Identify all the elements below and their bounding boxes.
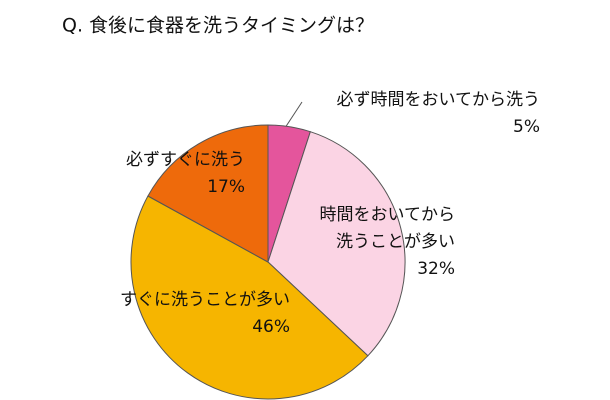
pie-slice <box>130 195 369 400</box>
label-line: 必ずすぐに洗う <box>126 150 245 170</box>
label-line: 洗うことが多い <box>336 232 455 252</box>
label-line: 時間をおいてから <box>320 205 456 225</box>
label-line: すぐに洗うことが多い <box>120 290 290 310</box>
value-label: 5% <box>513 117 540 137</box>
slice-label: 必ずすぐに洗う <box>126 150 245 170</box>
value-label: 17% <box>207 177 245 197</box>
slice-label: 時間をおいてから洗うことが多い <box>320 205 456 252</box>
value-label: 32% <box>417 259 455 279</box>
slice-label: すぐに洗うことが多い <box>120 290 290 310</box>
pie-slice <box>147 124 269 263</box>
pie-slice <box>267 131 406 357</box>
slice-label: 必ず時間をおいてから洗う <box>337 90 541 110</box>
chart-title: Q. 食後に食器を洗うタイミングは？ <box>62 15 374 37</box>
label-line: 必ず時間をおいてから洗う <box>337 90 541 110</box>
value-label: 46% <box>252 317 290 337</box>
